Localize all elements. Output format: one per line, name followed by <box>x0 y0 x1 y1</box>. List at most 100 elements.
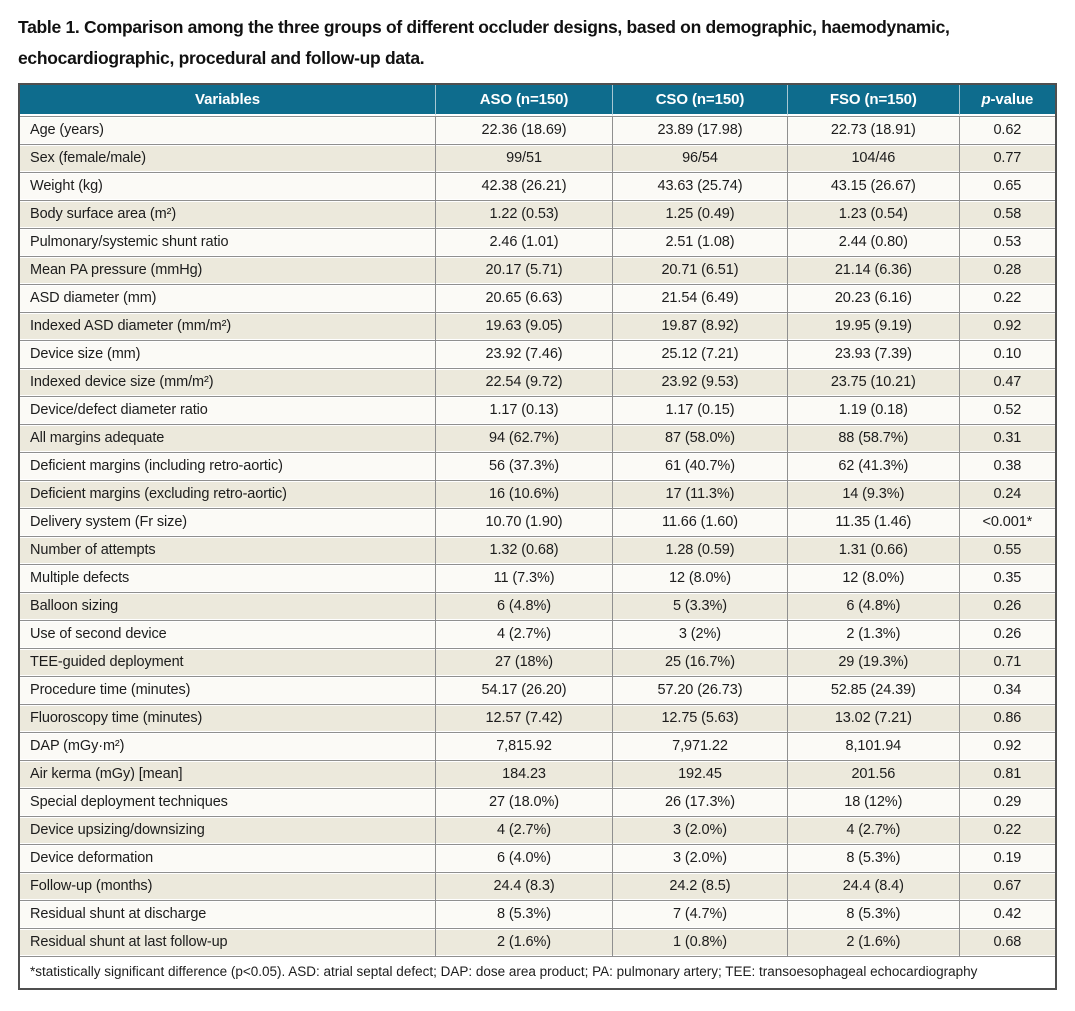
fso-value-cell: 88 (58.7%) <box>786 424 959 452</box>
p-value-cell: 0.81 <box>958 760 1055 788</box>
table-row: Sex (female/male) 99/51 96/54 104/46 0.77 <box>20 144 1055 172</box>
cso-value-cell: 57.20 (26.73) <box>612 676 787 704</box>
p-value-cell: 0.92 <box>958 732 1055 760</box>
variable-cell: Balloon sizing <box>20 592 436 620</box>
fso-value-cell: 22.73 (18.91) <box>786 116 959 144</box>
table-row: Deficient margins (including retro-aorti… <box>20 452 1055 480</box>
aso-value-cell: 6 (4.0%) <box>435 844 613 872</box>
cso-value-cell: 17 (11.3%) <box>612 480 787 508</box>
variable-cell: Residual shunt at discharge <box>20 900 436 928</box>
cso-value-cell: 7,971.22 <box>612 732 787 760</box>
fso-value-cell: 6 (4.8%) <box>786 592 959 620</box>
p-value-cell: 0.42 <box>958 900 1055 928</box>
aso-value-cell: 10.70 (1.90) <box>435 508 613 536</box>
p-value-cell: 0.58 <box>958 200 1055 228</box>
header-row: Variables ASO (n=150) CSO (n=150) FSO (n… <box>20 85 1055 116</box>
table-row: Balloon sizing 6 (4.8%) 5 (3.3%) 6 (4.8%) 0.… <box>20 592 1055 620</box>
table-row: Deficient margins (excluding retro-aorti… <box>20 480 1055 508</box>
aso-value-cell: 27 (18.0%) <box>435 788 613 816</box>
variable-cell: Number of attempts <box>20 536 436 564</box>
p-value-cell: 0.38 <box>958 452 1055 480</box>
variable-cell: DAP (mGy·m²) <box>20 732 436 760</box>
variable-cell: Residual shunt at last follow-up <box>20 928 436 956</box>
fso-value-cell: 1.31 (0.66) <box>786 536 959 564</box>
aso-value-cell: 20.65 (6.63) <box>435 284 613 312</box>
variable-cell: Fluoroscopy time (minutes) <box>20 704 436 732</box>
fso-value-cell: 11.35 (1.46) <box>786 508 959 536</box>
aso-value-cell: 4 (2.7%) <box>435 620 613 648</box>
variable-cell: Procedure time (minutes) <box>20 676 436 704</box>
fso-value-cell: 8 (5.3%) <box>786 900 959 928</box>
table-row: Device size (mm) 23.92 (7.46) 25.12 (7.21)… <box>20 340 1055 368</box>
aso-value-cell: 19.63 (9.05) <box>435 312 613 340</box>
cso-value-cell: 23.89 (17.98) <box>612 116 787 144</box>
table-caption: Table 1. Comparison among the three grou… <box>18 17 950 68</box>
aso-value-cell: 24.4 (8.3) <box>435 872 613 900</box>
p-value-cell: 0.68 <box>958 928 1055 956</box>
cso-value-cell: 2.51 (1.08) <box>612 228 787 256</box>
fso-value-cell: 52.85 (24.39) <box>786 676 959 704</box>
cso-value-cell: 3 (2.0%) <box>612 844 787 872</box>
fso-value-cell: 43.15 (26.67) <box>786 172 959 200</box>
header-variables: Variables <box>20 85 436 116</box>
table-row: TEE-guided deployment 27 (18%) 25 (16.7%) 2… <box>20 648 1055 676</box>
table-row: Pulmonary/systemic shunt ratio 2.46 (1.01… <box>20 228 1055 256</box>
p-value-cell: 0.62 <box>958 116 1055 144</box>
aso-value-cell: 20.17 (5.71) <box>435 256 613 284</box>
header-aso: ASO (n=150) <box>435 85 613 116</box>
p-value-cell: 0.65 <box>958 172 1055 200</box>
p-value-cell: <0.001* <box>958 508 1055 536</box>
p-value-cell: 0.28 <box>958 256 1055 284</box>
aso-value-cell: 23.92 (7.46) <box>435 340 613 368</box>
cso-value-cell: 1.17 (0.15) <box>612 396 787 424</box>
cso-value-cell: 87 (58.0%) <box>612 424 787 452</box>
table-row: Follow-up (months) 24.4 (8.3) 24.2 (8.5) 24… <box>20 872 1055 900</box>
header-p-value: p-value <box>958 85 1055 116</box>
fso-value-cell: 19.95 (9.19) <box>786 312 959 340</box>
fso-value-cell: 24.4 (8.4) <box>786 872 959 900</box>
aso-value-cell: 1.22 (0.53) <box>435 200 613 228</box>
aso-value-cell: 12.57 (7.42) <box>435 704 613 732</box>
table-row: Multiple defects 11 (7.3%) 12 (8.0%) 12 (8.… <box>20 564 1055 592</box>
cso-value-cell: 12 (8.0%) <box>612 564 787 592</box>
fso-value-cell: 20.23 (6.16) <box>786 284 959 312</box>
variable-cell: Device/defect diameter ratio <box>20 396 436 424</box>
aso-value-cell: 184.23 <box>435 760 613 788</box>
p-value-cell: 0.24 <box>958 480 1055 508</box>
table-row: Indexed ASD diameter (mm/m²) 19.63 (9.05)… <box>20 312 1055 340</box>
footnote-text: *statistically significant difference (p… <box>20 956 1055 988</box>
cso-value-cell: 23.92 (9.53) <box>612 368 787 396</box>
variable-cell: Air kerma (mGy) [mean] <box>20 760 436 788</box>
cso-value-cell: 26 (17.3%) <box>612 788 787 816</box>
cso-value-cell: 3 (2%) <box>612 620 787 648</box>
p-value-cell: 0.26 <box>958 592 1055 620</box>
footnote-row: *statistically significant difference (p… <box>20 956 1055 988</box>
p-value-cell: 0.22 <box>958 284 1055 312</box>
table-footer: *statistically significant difference (p… <box>20 956 1055 988</box>
p-value-cell: 0.52 <box>958 396 1055 424</box>
fso-value-cell: 21.14 (6.36) <box>786 256 959 284</box>
p-value-cell: 0.53 <box>958 228 1055 256</box>
comparison-table: Variables ASO (n=150) CSO (n=150) FSO (n… <box>20 85 1055 988</box>
variable-cell: Use of second device <box>20 620 436 648</box>
cso-value-cell: 43.63 (25.74) <box>612 172 787 200</box>
fso-value-cell: 104/46 <box>786 144 959 172</box>
fso-value-cell: 14 (9.3%) <box>786 480 959 508</box>
p-value-cell: 0.55 <box>958 536 1055 564</box>
aso-value-cell: 22.54 (9.72) <box>435 368 613 396</box>
table-row: All margins adequate 94 (62.7%) 87 (58.0%)… <box>20 424 1055 452</box>
aso-value-cell: 2 (1.6%) <box>435 928 613 956</box>
table-row: Number of attempts 1.32 (0.68) 1.28 (0.59)… <box>20 536 1055 564</box>
fso-value-cell: 1.23 (0.54) <box>786 200 959 228</box>
aso-value-cell: 27 (18%) <box>435 648 613 676</box>
variable-cell: Sex (female/male) <box>20 144 436 172</box>
variable-cell: Device size (mm) <box>20 340 436 368</box>
variable-cell: TEE-guided deployment <box>20 648 436 676</box>
p-value-cell: 0.19 <box>958 844 1055 872</box>
cso-value-cell: 25.12 (7.21) <box>612 340 787 368</box>
variable-cell: All margins adequate <box>20 424 436 452</box>
cso-value-cell: 19.87 (8.92) <box>612 312 787 340</box>
aso-value-cell: 22.36 (18.69) <box>435 116 613 144</box>
cso-value-cell: 12.75 (5.63) <box>612 704 787 732</box>
p-value-cell: 0.10 <box>958 340 1055 368</box>
